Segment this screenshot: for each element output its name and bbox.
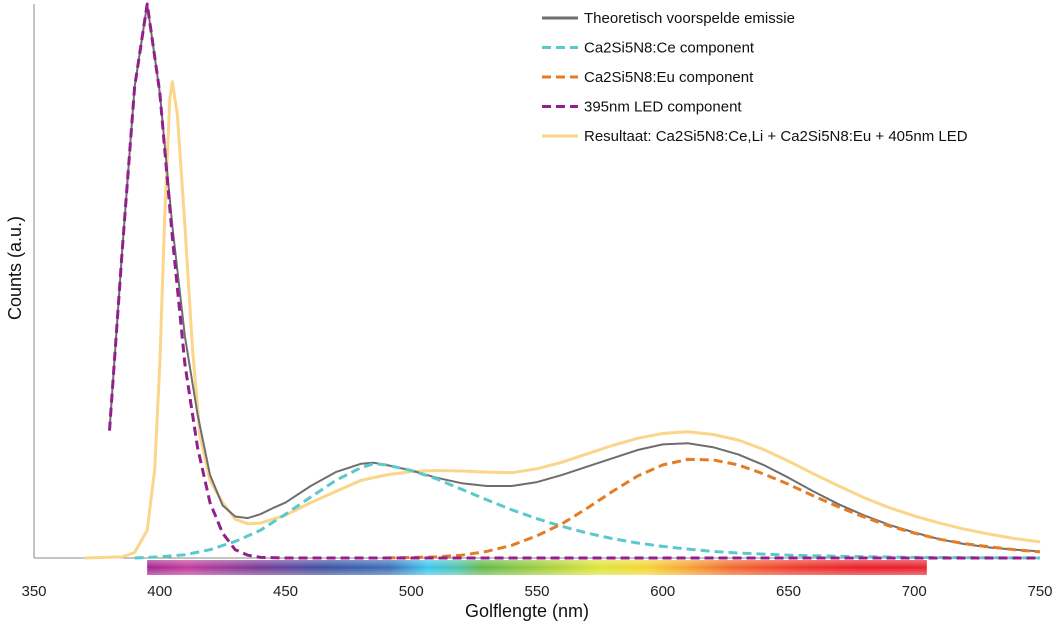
legend: Theoretisch voorspelde emissie Ca2Si5N8:C…: [542, 10, 968, 145]
legend-label: Ca2Si5N8:Eu component: [584, 69, 754, 86]
legend-item: Resultaat: Ca2Si5N8:Ce,Li + Ca2Si5N8:Eu …: [542, 128, 968, 145]
x-tick-label: 550: [524, 583, 549, 600]
y-axis-title: Counts (a.u.): [5, 216, 25, 320]
legend-item: 395nm LED component: [542, 99, 742, 116]
x-tick-label: 650: [776, 583, 801, 600]
series-line-1: [134, 462, 1041, 560]
series-lines: [84, 2, 1041, 560]
x-tick-labels: 350 400 450 500 550 600 650 700 750: [21, 583, 1052, 600]
legend-item: Ca2Si5N8:Eu component: [542, 69, 754, 86]
series-line-0: [108, 3, 1041, 553]
x-tick-label: 350: [21, 583, 46, 600]
x-axis-title: Golflengte (nm): [465, 601, 589, 621]
x-tick-label: 500: [399, 583, 424, 600]
x-tick-label: 450: [273, 583, 298, 600]
series-line-4: [84, 80, 1041, 560]
visible-spectrum-band: [147, 560, 927, 575]
legend-label: 395nm LED component: [584, 99, 742, 116]
x-tick-label: 400: [147, 583, 172, 600]
x-tick-label: 700: [902, 583, 927, 600]
legend-label: Resultaat: Ca2Si5N8:Ce,Li + Ca2Si5N8:Eu …: [584, 128, 968, 145]
spectrum-band-sheen: [147, 560, 927, 575]
legend-item: Theoretisch voorspelde emissie: [542, 10, 795, 27]
series-line-2: [386, 457, 1041, 560]
axes: [33, 4, 1040, 559]
legend-item: Ca2Si5N8:Ce component: [542, 40, 755, 57]
legend-label: Theoretisch voorspelde emissie: [584, 10, 795, 27]
legend-label: Ca2Si5N8:Ce component: [584, 40, 755, 57]
series-line-3: [108, 2, 1040, 560]
x-tick-label: 750: [1027, 583, 1052, 600]
x-tick-label: 600: [650, 583, 675, 600]
